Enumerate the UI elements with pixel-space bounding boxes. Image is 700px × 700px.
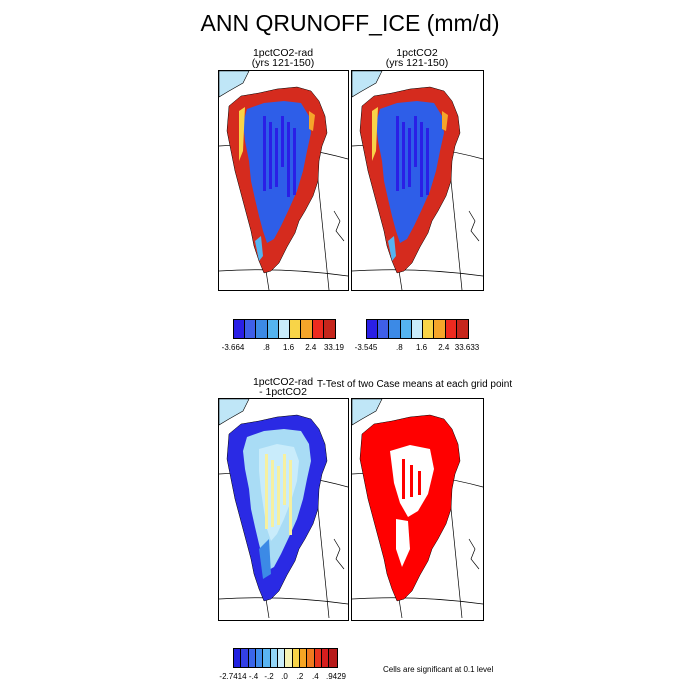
significance-note: Cells are significant at 0.1 level: [383, 665, 494, 674]
colorbar-swatch: [323, 320, 335, 338]
colorbar-swatch: [241, 649, 249, 667]
colorbar-2-label: .8: [395, 343, 403, 352]
map-panel-2: [351, 70, 484, 291]
colorbar-1: [233, 319, 336, 339]
colorbar-1-label: 2.4: [305, 343, 317, 352]
panel-1-title-line2: (yrs 121-150): [251, 57, 315, 69]
colorbar-swatch: [314, 649, 323, 667]
coastline: [226, 86, 328, 274]
colorbar-3-label: -.4: [248, 672, 259, 681]
colorbar-swatch: [278, 649, 286, 667]
panel-2-title-line2: (yrs 121-150): [385, 57, 449, 69]
colorbar-swatch: [312, 320, 324, 338]
colorbar-swatch: [300, 649, 308, 667]
panel-3-title-line2: - 1pctCO2: [259, 386, 307, 398]
colorbar-2-label: 2.4: [438, 343, 450, 352]
colorbar-swatch: [307, 649, 315, 667]
coastline: [359, 414, 461, 602]
figure-title: ANN QRUNOFF_ICE (mm/d): [200, 10, 500, 36]
colorbar-swatch: [248, 649, 257, 667]
colorbar-swatch: [329, 649, 337, 667]
panel-3-title-line1: 1pctCO2-rad: [252, 376, 314, 388]
colorbar-swatch: [367, 320, 379, 338]
panel-4-title: T-Test of two Case means at each grid po…: [317, 379, 513, 390]
map-panel-1: [218, 70, 349, 291]
colorbar-swatch: [378, 320, 390, 338]
colorbar-2-label: 33.633: [454, 343, 480, 352]
colorbar-swatch: [234, 320, 246, 338]
colorbar-swatch: [278, 320, 291, 338]
coastline: [359, 86, 461, 274]
colorbar-swatch: [389, 320, 401, 338]
panel-1-title: 1pctCO2-rad (yrs 121-150): [218, 47, 348, 69]
map-panel-4: [351, 398, 484, 621]
colorbar-swatch: [434, 320, 446, 338]
panel-1-title-line1: 1pctCO2-rad: [252, 47, 314, 59]
map-panel-3: [218, 398, 349, 621]
colorbar-swatch: [285, 649, 293, 667]
colorbar-3-label: .2: [296, 672, 304, 681]
colorbar-2: [366, 319, 469, 339]
colorbar-swatch: [234, 649, 242, 667]
colorbar-swatch: [322, 649, 330, 667]
colorbar-swatch: [270, 649, 279, 667]
colorbar-1-label: .8: [262, 343, 270, 352]
colorbar-1-label: -3.664: [221, 343, 245, 352]
panel-2-title-line1: 1pctCO2: [396, 47, 438, 59]
colorbar-3-label: .0: [281, 672, 288, 681]
coastline: [226, 414, 328, 602]
colorbar-swatch: [256, 320, 268, 338]
colorbar-swatch: [245, 320, 257, 338]
panel-3-title: 1pctCO2-rad - 1pctCO2: [218, 376, 348, 398]
colorbar-swatch: [400, 320, 412, 338]
colorbar-swatch: [456, 320, 468, 338]
colorbar-swatch: [301, 320, 313, 338]
panel-2-title: 1pctCO2 (yrs 121-150): [352, 47, 482, 69]
colorbar-swatch: [423, 320, 435, 338]
colorbar-swatch: [292, 649, 301, 667]
colorbar-3-label: .9429: [325, 672, 347, 681]
colorbar-swatch: [445, 320, 457, 338]
colorbar-2-label: -3.545: [354, 343, 378, 352]
colorbar-swatch: [411, 320, 424, 338]
colorbar-swatch: [290, 320, 302, 338]
colorbar-1-label: 33.19: [323, 343, 345, 352]
colorbar-1-label: 1.6: [282, 343, 295, 352]
colorbar-3-label: -2.7414: [219, 672, 247, 681]
colorbar-swatch: [267, 320, 279, 338]
colorbar-2-label: 1.6: [415, 343, 428, 352]
colorbar-3: [233, 648, 338, 668]
colorbar-3-label: -.2: [264, 672, 274, 681]
colorbar-3-label: .4: [312, 672, 319, 681]
colorbar-swatch: [263, 649, 271, 667]
colorbar-swatch: [256, 649, 264, 667]
